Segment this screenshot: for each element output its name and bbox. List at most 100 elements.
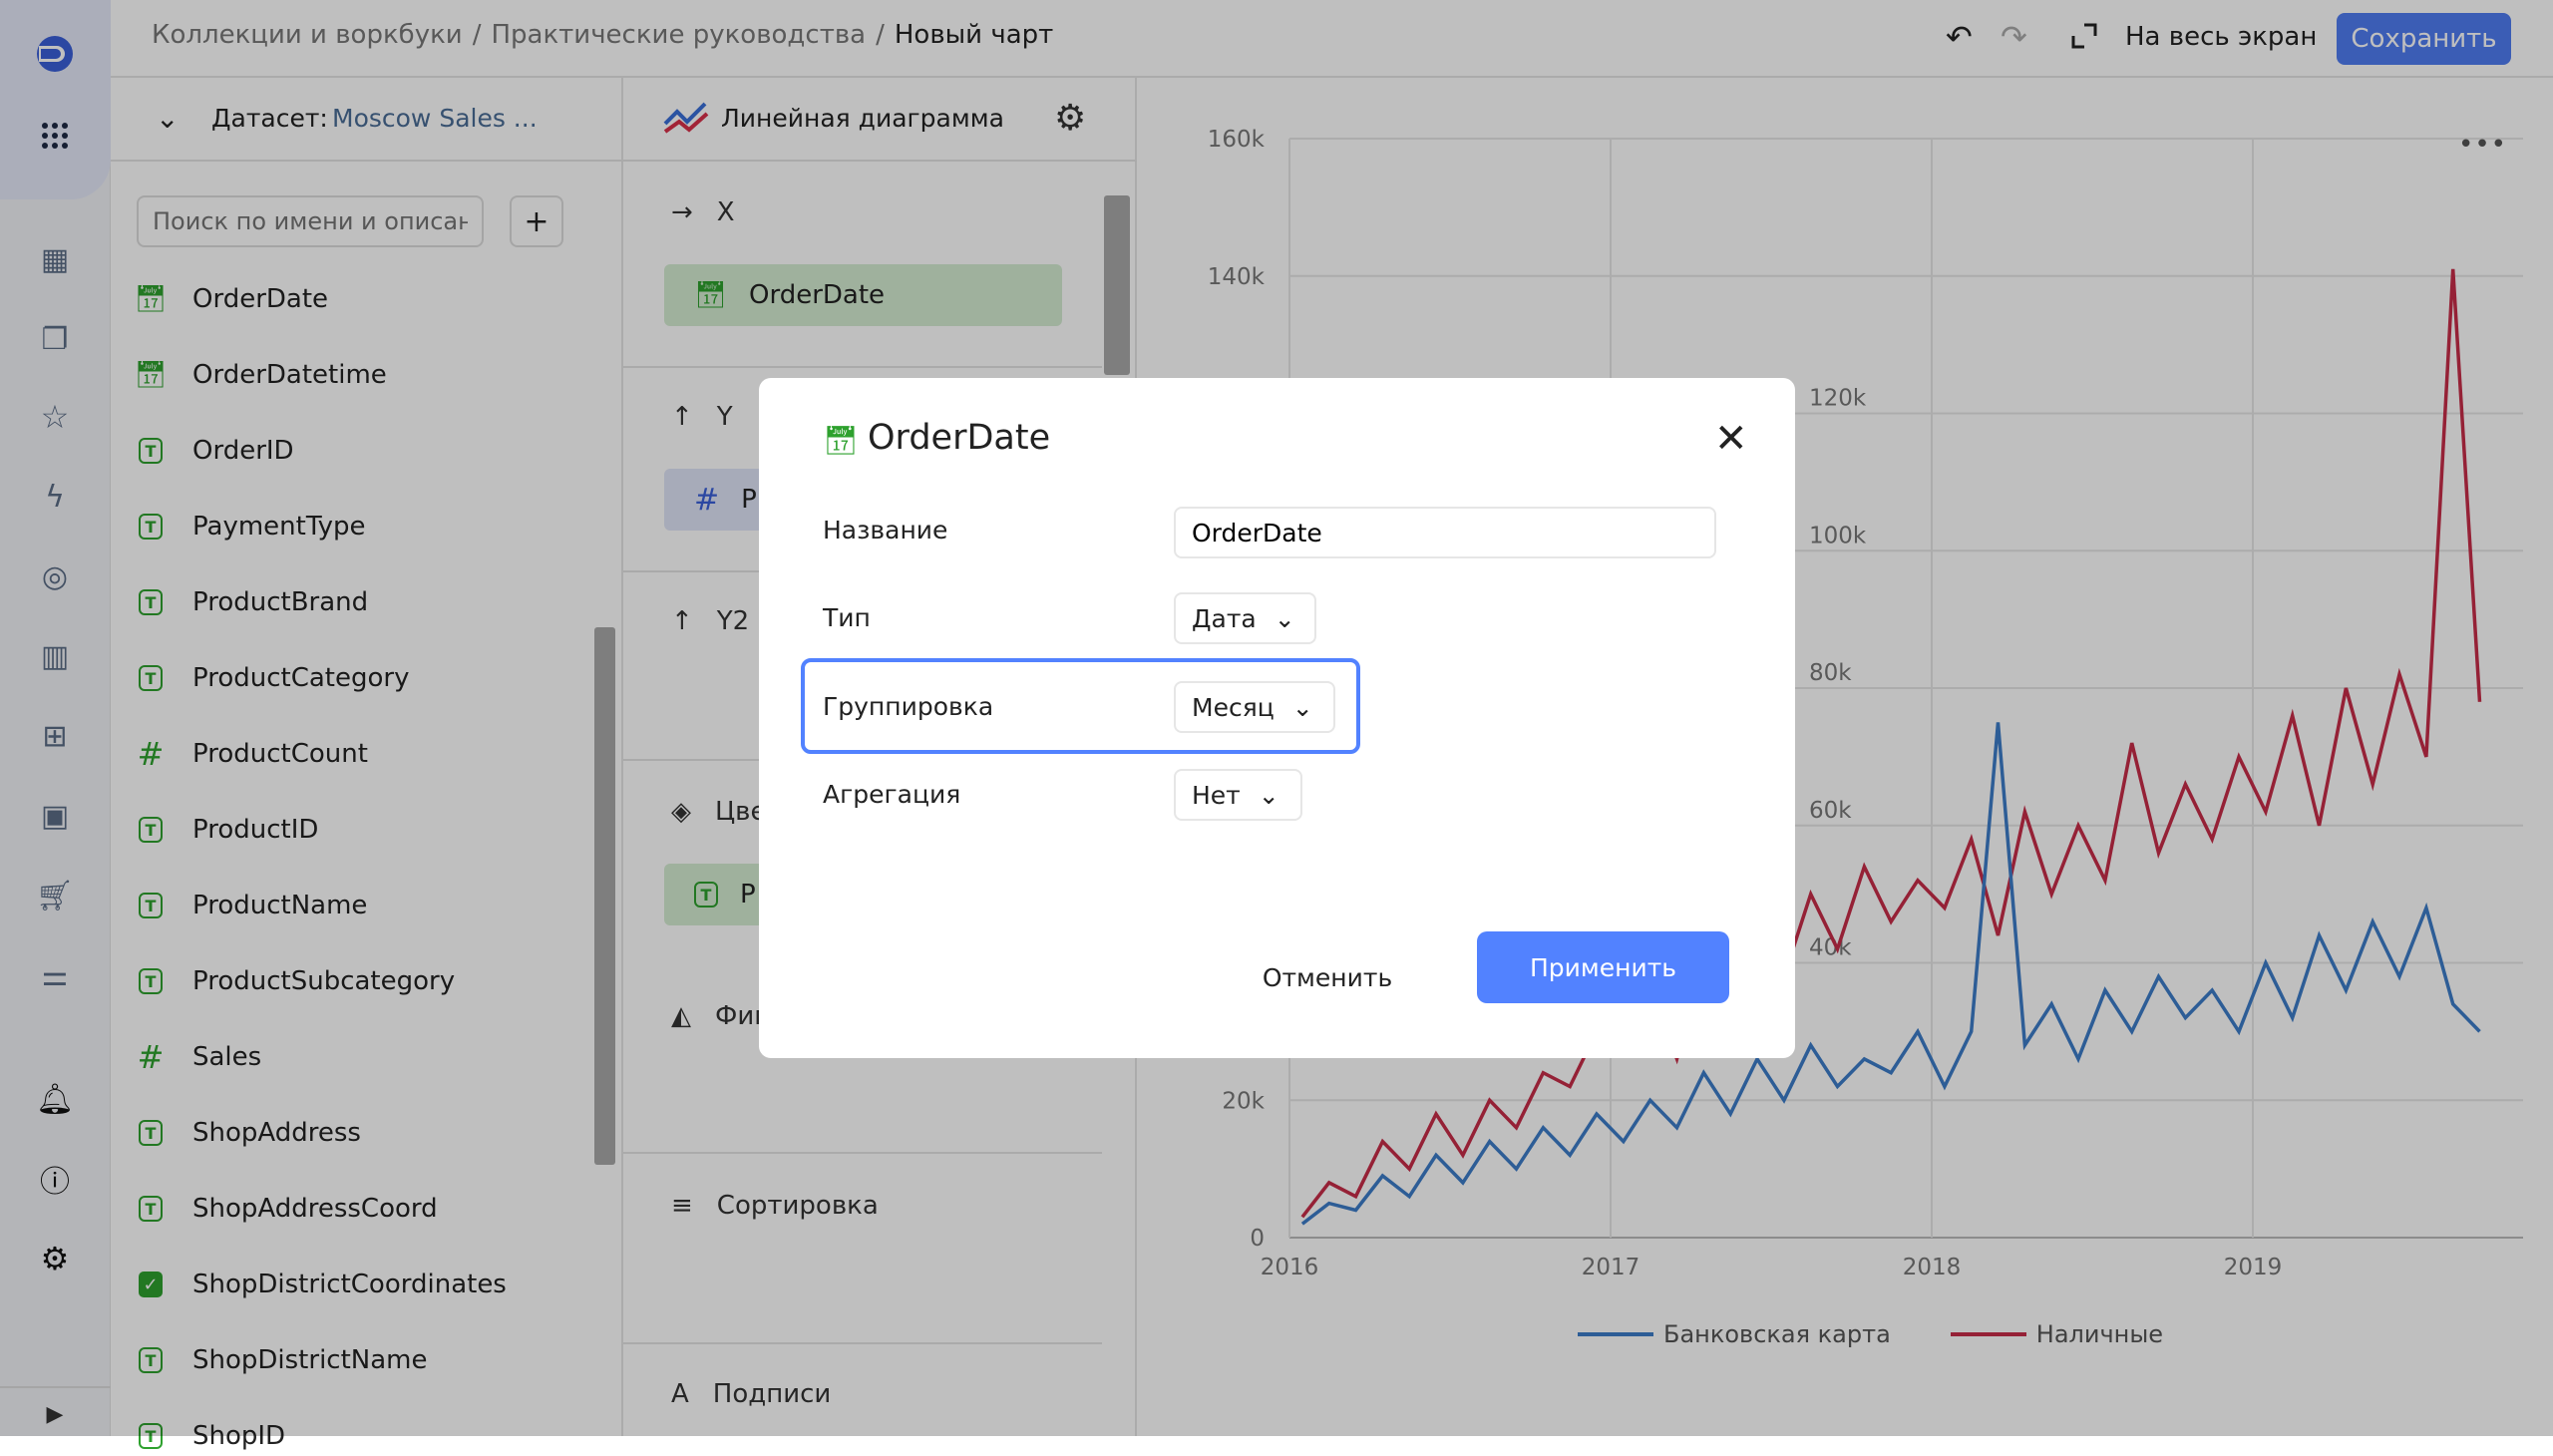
type-select[interactable]: Дата ⌄ xyxy=(1174,592,1316,644)
name-input[interactable] xyxy=(1174,507,1716,558)
redo-icon[interactable]: ↷ xyxy=(2001,18,2027,56)
field-name: Sales xyxy=(192,1042,262,1072)
field-item[interactable]: # ProductCount xyxy=(137,734,368,774)
breadcrumb-item[interactable]: Практические руководства xyxy=(491,20,867,50)
select-value: Нет xyxy=(1192,780,1241,810)
legend-label: Наличные xyxy=(2035,1320,2164,1348)
legend-swatch xyxy=(1950,1332,2026,1336)
line-chart-icon xyxy=(663,102,709,140)
search-input[interactable] xyxy=(137,195,484,247)
dataset-name[interactable]: Moscow Sales ... xyxy=(332,104,538,133)
calendar-icon: 📅︎ xyxy=(823,424,859,457)
number-icon: # xyxy=(137,735,165,773)
expand-icon[interactable]: ▶ xyxy=(46,1401,64,1427)
logo-icon[interactable] xyxy=(35,34,75,74)
legend: Банковская карта Наличные xyxy=(1578,1320,2163,1348)
field-item[interactable]: 📅︎ OrderDatetime xyxy=(134,355,387,395)
text-type-icon: T xyxy=(137,437,165,465)
aggregation-select[interactable]: Нет ⌄ xyxy=(1174,769,1302,821)
field-name: ShopDistrictCoordinates xyxy=(192,1270,507,1299)
fullscreen-icon[interactable] xyxy=(2070,22,2098,50)
shapes-icon: ◭ xyxy=(671,1001,691,1031)
favorites-icon[interactable]: ☆ xyxy=(40,398,70,436)
fullscreen-button[interactable]: На весь экран xyxy=(2125,22,2318,52)
field-name: ProductSubcategory xyxy=(192,966,456,996)
x-tick-label: 2019 xyxy=(2224,1255,2283,1280)
number-icon: # xyxy=(137,1038,165,1076)
field-item[interactable]: T ShopDistrictName xyxy=(137,1340,428,1380)
text-type-icon: T xyxy=(137,513,165,541)
more-options-icon[interactable]: ••• xyxy=(2458,130,2508,160)
field-name: ProductID xyxy=(192,815,319,845)
y-tick-label: 160k xyxy=(1208,127,1266,153)
field-item[interactable]: T ProductCategory xyxy=(137,658,409,698)
field-item[interactable]: ✓ ShopDistrictCoordinates xyxy=(137,1265,507,1304)
breadcrumb-current: Новый чарт xyxy=(894,20,1054,50)
charts-icon[interactable]: ▥ xyxy=(40,638,70,674)
rail-top-bg xyxy=(0,0,111,199)
field-item[interactable]: T PaymentType xyxy=(137,507,366,546)
apps-grid-icon[interactable] xyxy=(35,116,75,156)
scrollbar[interactable] xyxy=(594,627,615,1165)
geo-type-icon: ✓ xyxy=(137,1271,165,1298)
field-item[interactable]: T ShopAddressCoord xyxy=(137,1189,438,1229)
gear-icon[interactable]: ⚙ xyxy=(40,1240,70,1277)
calendar-icon: 📅︎ xyxy=(134,360,168,390)
nav-rail: ▦ ❐ ☆ ϟ ◎ ▥ ⊞ ▣ 🛒︎ ⚌ 🔔︎ ⓘ ⚙ ▶ xyxy=(0,0,111,1436)
field-item[interactable]: # Sales xyxy=(137,1037,262,1077)
bell-icon[interactable]: 🔔︎ xyxy=(35,1081,75,1117)
scrollbar[interactable] xyxy=(1104,195,1130,375)
field-name: ProductBrand xyxy=(192,587,369,617)
text-type-icon: T xyxy=(137,892,165,919)
text-type-icon: T xyxy=(137,816,165,844)
connections-icon[interactable]: ◎ xyxy=(41,558,69,594)
field-name: OrderDate xyxy=(192,284,329,314)
folder-icon[interactable]: ▣ xyxy=(40,798,70,834)
add-field-button[interactable]: + xyxy=(510,195,563,247)
divider xyxy=(623,1152,1102,1154)
breadcrumb-separator: / xyxy=(876,20,885,50)
field-item[interactable]: 📅︎ OrderDate xyxy=(135,279,329,319)
chart-type-label[interactable]: Линейная диаграмма xyxy=(721,104,1004,133)
chart-settings-gear-icon[interactable]: ⚙ xyxy=(1054,98,1087,139)
header: Коллекции и воркбуки / Практические руков… xyxy=(111,0,2553,78)
collections-icon[interactable]: ❐ xyxy=(41,321,69,357)
field-name: ProductCategory xyxy=(192,663,410,693)
legend-item[interactable]: Наличные xyxy=(1950,1320,2164,1348)
lightning-icon[interactable]: ϟ xyxy=(45,479,65,515)
cancel-button[interactable]: Отменить xyxy=(1262,962,1393,992)
y2-section-label: Y2 xyxy=(716,606,750,636)
type-label: Тип xyxy=(823,603,871,632)
x-tick-label: 2018 xyxy=(1903,1255,1962,1280)
datasets-icon[interactable]: ⊞ xyxy=(42,718,68,754)
field-item[interactable]: T ProductID xyxy=(137,810,318,850)
dataset-collapse-icon[interactable]: ⌄ xyxy=(156,102,180,135)
dashboards-icon[interactable]: ▦ xyxy=(40,241,70,277)
help-icon[interactable]: ⓘ xyxy=(40,1165,70,1200)
close-icon[interactable]: ✕ xyxy=(1714,416,1748,462)
field-item[interactable]: T OrderID xyxy=(137,431,294,471)
arrow-up-icon: ↑ xyxy=(671,402,693,432)
sort-section-label: Сортировка xyxy=(716,1191,879,1221)
legend-item[interactable]: Банковская карта xyxy=(1578,1320,1891,1348)
settings-sliders-icon[interactable]: ⚌ xyxy=(41,957,69,993)
text-type-icon: T xyxy=(137,967,165,995)
field-item[interactable]: T ProductSubcategory xyxy=(137,961,455,1001)
x-tick-label: 2017 xyxy=(1582,1255,1641,1280)
field-item[interactable]: T ProductBrand xyxy=(137,582,368,622)
chip-label: OrderDate xyxy=(749,280,886,310)
save-button[interactable]: Сохранить xyxy=(2337,13,2511,65)
x-field-chip[interactable]: 📅︎ OrderDate xyxy=(664,264,1062,326)
breadcrumb-item[interactable]: Коллекции и воркбуки xyxy=(152,20,463,50)
field-item[interactable]: T ProductName xyxy=(137,886,367,925)
grouping-select[interactable]: Месяц ⌄ xyxy=(1174,681,1335,733)
aggregation-label: Агрегация xyxy=(823,780,961,809)
select-value: Дата xyxy=(1192,603,1257,633)
cart-icon[interactable]: 🛒︎ xyxy=(35,878,75,913)
divider xyxy=(623,160,1137,162)
field-name: ShopDistrictName xyxy=(192,1345,428,1375)
apply-button[interactable]: Применить xyxy=(1477,931,1729,1003)
field-item[interactable]: T ShopAddress xyxy=(137,1113,361,1153)
paint-bucket-icon: ◈ xyxy=(671,797,691,827)
undo-icon[interactable]: ↶ xyxy=(1946,18,1973,56)
